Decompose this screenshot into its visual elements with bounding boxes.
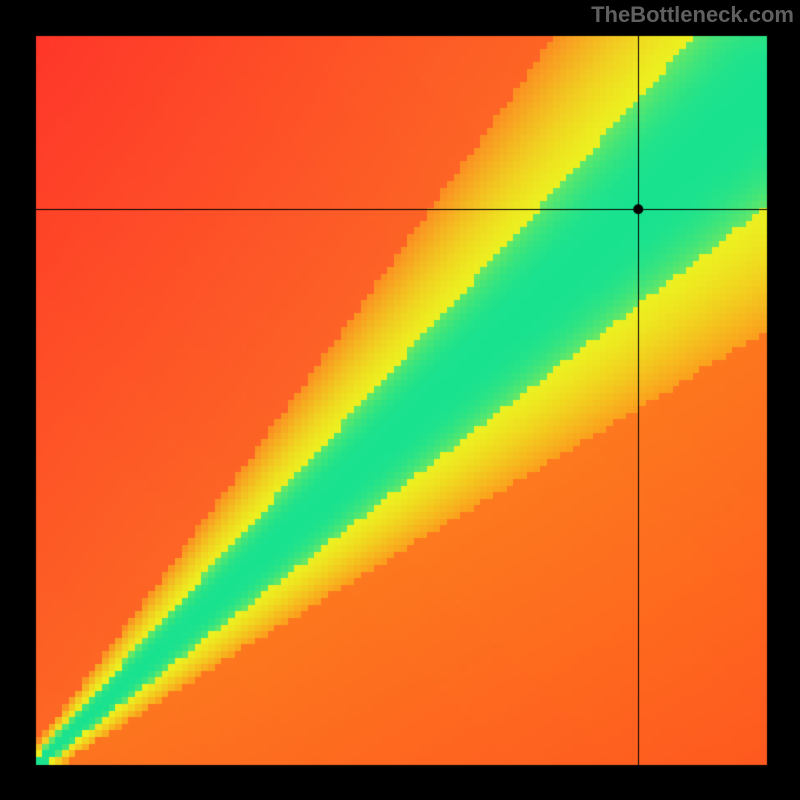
bottleneck-heatmap	[0, 0, 800, 800]
watermark-text: TheBottleneck.com	[591, 2, 794, 28]
